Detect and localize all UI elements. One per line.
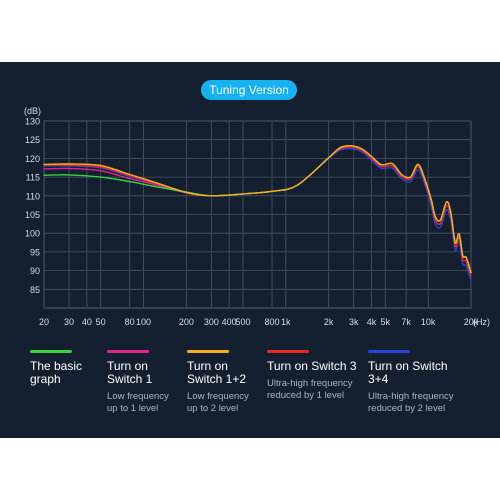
y-tick-label: 90 [30, 266, 40, 276]
legend-item-switch-3: Turn on Switch 3 Ultra-high frequency re… [267, 350, 367, 402]
x-tick-label: 7k [401, 317, 411, 327]
y-tick-label: 95 [30, 247, 40, 257]
x-axis-label: (Hz) [473, 317, 490, 327]
y-tick-label: 125 [25, 135, 40, 145]
tuning-version-badge: Tuning Version [201, 80, 297, 100]
y-axis-label: (dB) [24, 106, 41, 116]
x-tick-label: 500 [235, 317, 250, 327]
x-tick-label: 800 [265, 317, 280, 327]
x-tick-label: 4k [367, 317, 377, 327]
x-tick-label: 1k [281, 317, 291, 327]
x-tick-label: 100 [136, 317, 151, 327]
legend-swatch-switch-1-2 [187, 350, 229, 353]
y-tick-label: 110 [26, 191, 40, 201]
y-tick-label: 100 [25, 229, 40, 239]
series-line-turn-on-switch-1-2 [43, 144, 472, 274]
y-tick-label: 85 [30, 285, 40, 295]
legend-swatch-switch-3 [267, 350, 309, 353]
y-tick-label: 130 [25, 117, 40, 127]
legend-desc-switch-3-4: Ultra-high frequency reduced by 2 level [368, 391, 454, 414]
x-tick-label: 3k [349, 317, 359, 327]
legend-label-switch-1-2: Turn on Switch 1+2 [187, 359, 247, 386]
x-tick-label: 300 [204, 317, 219, 327]
x-tick-label: 50 [96, 317, 106, 327]
series-line-turn-on-switch-1 [43, 144, 472, 274]
legend-item-basic: The basic graph [30, 350, 125, 391]
legend-item-switch-3-4: Turn on Switch 3+4 Ultra-high frequency … [368, 350, 478, 415]
legend-label-basic: The basic graph [30, 359, 83, 386]
x-tick-label: 20k [464, 317, 479, 327]
x-tick-label: 10k [421, 317, 436, 327]
x-tick-label: 400 [222, 317, 237, 327]
series-line-turn-on-switch-3 [43, 146, 472, 277]
chart-panel [0, 62, 500, 438]
x-tick-label: 5k [381, 317, 391, 327]
x-tick-label: 200 [179, 317, 194, 327]
series-line-the-basic-graph [43, 144, 472, 274]
legend-desc-switch-1-2: Low frequency up to 2 level [187, 391, 249, 414]
legend-desc-switch-3: Ultra-high frequency reduced by 1 level [267, 378, 353, 401]
legend-swatch-basic [30, 350, 72, 353]
legend-swatch-switch-1 [107, 350, 149, 353]
legend-item-switch-1: Turn on Switch 1 Low frequency up to 1 l… [107, 350, 202, 415]
x-tick-label: 20 [39, 317, 49, 327]
legend-item-switch-1-2: Turn on Switch 1+2 Low frequency up to 2… [187, 350, 282, 415]
x-tick-label: 2k [324, 317, 334, 327]
y-tick-label: 120 [25, 154, 40, 164]
y-tick-label: 115 [26, 173, 40, 183]
legend-swatch-switch-3-4 [368, 350, 410, 353]
x-tick-label: 30 [64, 317, 74, 327]
x-tick-label: 40 [82, 317, 92, 327]
legend-label-switch-1: Turn on Switch 1 [107, 359, 153, 386]
y-tick-label: 105 [25, 210, 40, 220]
legend-label-switch-3: Turn on Switch 3 [267, 359, 357, 373]
legend-label-switch-3-4: Turn on Switch 3+4 [368, 359, 448, 386]
x-tick-label: 80 [125, 317, 135, 327]
legend-desc-switch-1: Low frequency up to 1 level [107, 391, 169, 414]
